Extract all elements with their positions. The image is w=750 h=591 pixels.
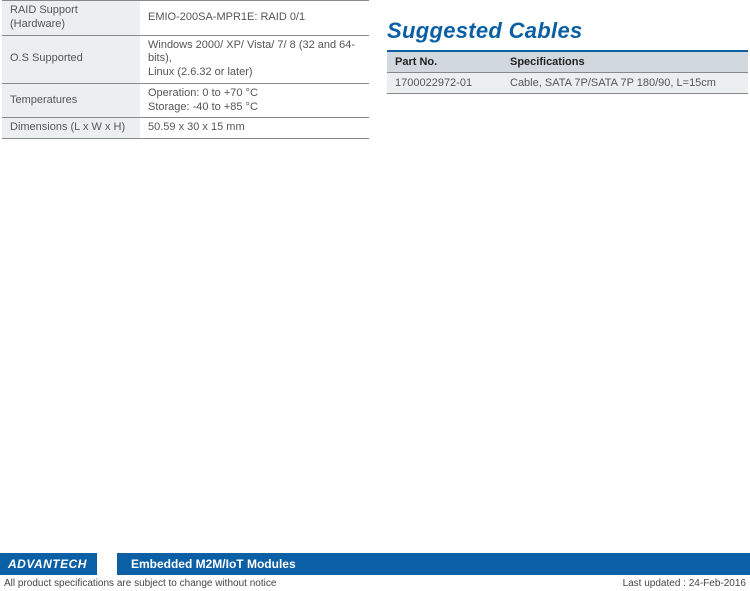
spec-value: Windows 2000/ XP/ Vista/ 7/ 8 (32 and 64… (140, 35, 369, 83)
cables-header-row: Part No. Specifications (387, 51, 748, 73)
spec-value: Operation: 0 to +70 °CStorage: -40 to +8… (140, 83, 369, 118)
spec-column: RAID Support (Hardware)EMIO-200SA-MPR1E:… (2, 0, 369, 139)
cables-part: 1700022972-01 (387, 73, 502, 94)
spec-row: RAID Support (Hardware)EMIO-200SA-MPR1E:… (2, 1, 369, 36)
spec-label: Temperatures (2, 83, 140, 118)
col-spec-header: Specifications (502, 51, 748, 73)
module-badge: Embedded M2M/IoT Modules (117, 553, 310, 575)
cables-spec: Cable, SATA 7P/SATA 7P 180/90, L=15cm (502, 73, 748, 94)
footer-sub: All product specifications are subject t… (0, 575, 750, 591)
spec-value: EMIO-200SA-MPR1E: RAID 0/1 (140, 1, 369, 36)
spec-table: RAID Support (Hardware)EMIO-200SA-MPR1E:… (2, 0, 369, 139)
content-area: RAID Support (Hardware)EMIO-200SA-MPR1E:… (0, 0, 750, 139)
spec-label: Dimensions (L x W x H) (2, 118, 140, 139)
footer-notice: All product specifications are subject t… (4, 578, 276, 589)
brand-logo: ADVANTECH (0, 553, 97, 575)
footer-bar-fill (310, 553, 750, 575)
cables-table: Part No. Specifications 1700022972-01Cab… (387, 50, 748, 94)
footer-bar: ADVANTECH Embedded M2M/IoT Modules (0, 553, 750, 575)
spec-row: TemperaturesOperation: 0 to +70 °CStorag… (2, 83, 369, 118)
spec-row: Dimensions (L x W x H)50.59 x 30 x 15 mm (2, 118, 369, 139)
spec-value: 50.59 x 30 x 15 mm (140, 118, 369, 139)
spec-label: O.S Supported (2, 35, 140, 83)
cables-row: 1700022972-01Cable, SATA 7P/SATA 7P 180/… (387, 73, 748, 94)
footer-spacer (97, 553, 117, 575)
spec-row: O.S SupportedWindows 2000/ XP/ Vista/ 7/… (2, 35, 369, 83)
section-title: Suggested Cables (387, 18, 748, 44)
col-part-header: Part No. (387, 51, 502, 73)
spec-label: RAID Support (Hardware) (2, 1, 140, 36)
footer-updated: Last updated : 24-Feb-2016 (623, 578, 746, 589)
cables-column: Suggested Cables Part No. Specifications… (387, 0, 748, 139)
footer: ADVANTECH Embedded M2M/IoT Modules All p… (0, 553, 750, 591)
